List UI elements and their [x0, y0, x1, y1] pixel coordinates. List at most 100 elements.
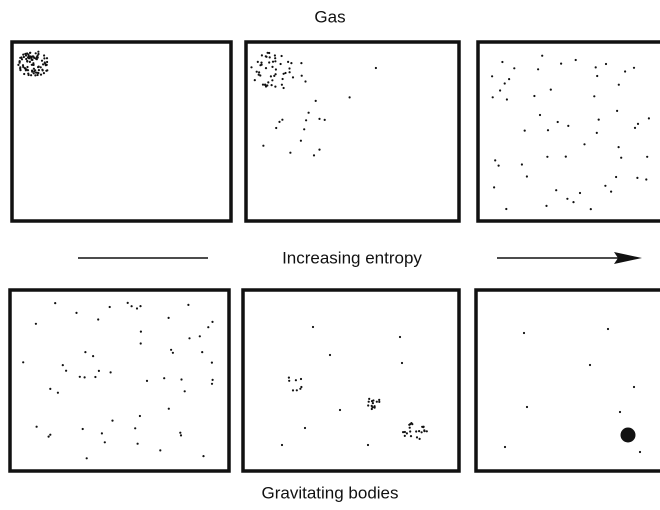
- particle: [294, 379, 297, 382]
- particle: [49, 387, 52, 390]
- particle: [505, 98, 508, 101]
- particle: [318, 148, 321, 151]
- particle: [279, 62, 282, 66]
- particle: [34, 52, 37, 55]
- particle: [26, 60, 29, 63]
- particle: [136, 442, 139, 445]
- particle: [280, 83, 283, 86]
- particle: [34, 74, 37, 77]
- particle: [266, 84, 269, 87]
- particle: [311, 325, 315, 329]
- particle: [261, 83, 265, 86]
- particle: [271, 79, 274, 82]
- particle: [513, 67, 516, 70]
- particle: [646, 155, 649, 158]
- particle: [274, 85, 277, 88]
- particle: [497, 164, 500, 167]
- particle: [409, 430, 412, 433]
- particle: [255, 70, 258, 73]
- particle: [180, 378, 183, 381]
- particle: [284, 71, 287, 75]
- particle: [75, 311, 78, 314]
- particle: [30, 74, 33, 77]
- particle: [288, 71, 291, 74]
- particle: [207, 326, 210, 329]
- particle: [289, 151, 292, 154]
- particle: [35, 56, 38, 59]
- particle: [491, 75, 494, 78]
- particle: [295, 389, 298, 392]
- particle: [23, 72, 26, 76]
- particle: [636, 176, 639, 179]
- particle: [604, 184, 607, 187]
- particle: [268, 61, 271, 64]
- particle: [597, 118, 600, 121]
- particle: [508, 78, 511, 81]
- particle: [422, 426, 425, 429]
- gas-label: Gas: [314, 7, 345, 26]
- particle: [85, 457, 88, 460]
- gravity-box-2: [241, 288, 461, 473]
- particle: [30, 55, 33, 58]
- particle: [291, 389, 295, 392]
- particle: [647, 117, 651, 120]
- particle: [268, 51, 271, 55]
- particle: [187, 303, 190, 306]
- particle: [22, 361, 25, 364]
- particle: [21, 64, 25, 67]
- particle: [610, 190, 613, 193]
- gas-box-3: [476, 40, 660, 223]
- particle: [271, 60, 275, 63]
- particle: [409, 435, 413, 438]
- particle: [183, 390, 186, 393]
- particle: [83, 376, 86, 379]
- particle: [37, 52, 40, 56]
- particle: [538, 113, 542, 117]
- particle: [258, 71, 261, 74]
- particle: [574, 58, 577, 62]
- particle: [256, 60, 259, 64]
- particle: [56, 391, 60, 394]
- particle: [583, 143, 586, 146]
- particle: [288, 379, 291, 382]
- particle: [304, 80, 307, 83]
- particle: [37, 50, 40, 53]
- particle: [645, 178, 648, 181]
- particle: [593, 95, 596, 98]
- particle: [312, 154, 316, 157]
- particle: [65, 369, 68, 372]
- particle: [423, 430, 426, 433]
- particle: [537, 68, 540, 71]
- particle: [269, 75, 272, 78]
- particle: [35, 71, 38, 74]
- particle: [299, 377, 303, 381]
- particle: [260, 63, 263, 66]
- particle: [24, 67, 27, 70]
- particle: [323, 118, 326, 121]
- particle: [624, 70, 627, 73]
- particle: [139, 305, 142, 308]
- particle: [267, 81, 270, 84]
- gas-box-2: [244, 40, 461, 223]
- particle: [47, 435, 50, 438]
- black-hole: [620, 427, 636, 443]
- particle: [22, 53, 25, 56]
- particle: [111, 419, 114, 422]
- particle: [39, 73, 43, 76]
- particle: [415, 436, 419, 439]
- particle: [42, 63, 45, 66]
- gas-box-1: [10, 40, 233, 223]
- particle: [408, 423, 411, 426]
- particle: [139, 342, 142, 345]
- particle: [159, 449, 162, 452]
- particle: [36, 73, 39, 77]
- particle: [525, 405, 529, 409]
- particle: [39, 66, 42, 69]
- particle: [139, 330, 142, 333]
- particle: [201, 351, 204, 354]
- particle: [28, 60, 31, 64]
- particle: [41, 69, 44, 72]
- particle: [328, 353, 332, 357]
- particle: [555, 189, 558, 192]
- particle: [92, 355, 95, 358]
